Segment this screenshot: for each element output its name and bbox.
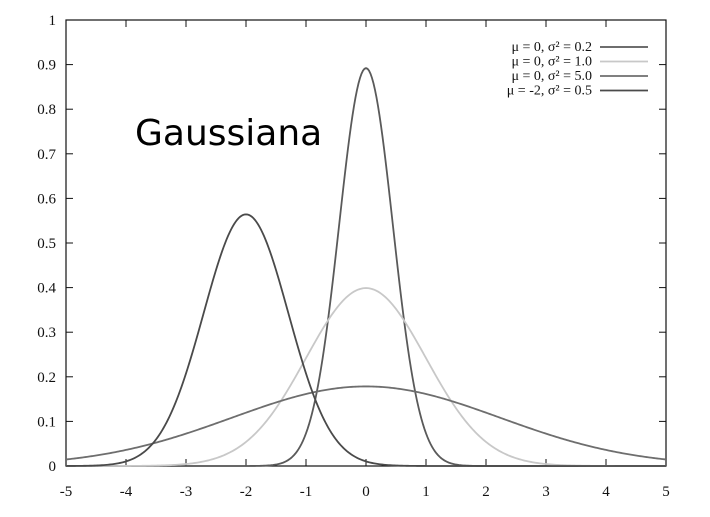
- x-tick-label: -1: [300, 484, 313, 500]
- y-tick-label: 0.7: [37, 147, 56, 163]
- legend-label: μ = 0, σ² = 5.0: [511, 69, 592, 84]
- x-tick-label: 1: [422, 484, 430, 500]
- y-tick-label: 0.9: [37, 58, 56, 74]
- legend: μ = 0, σ² = 0.2μ = 0, σ² = 1.0μ = 0, σ² …: [507, 40, 648, 99]
- x-tick-label: -2: [240, 484, 253, 500]
- series-lines: [65, 67, 667, 467]
- x-tick-label: 4: [602, 484, 610, 500]
- x-tick-label: -3: [180, 484, 193, 500]
- y-tick-label: 0: [49, 459, 57, 475]
- y-tick-label: 0.4: [37, 281, 56, 297]
- x-tick-label: 5: [662, 484, 670, 500]
- y-tick-label: 1: [49, 13, 57, 29]
- x-tick-label: -4: [120, 484, 133, 500]
- legend-label: μ = 0, σ² = 0.2: [511, 40, 592, 55]
- legend-label: μ = 0, σ² = 1.0: [511, 55, 592, 70]
- y-tick-label: 0.8: [37, 102, 56, 118]
- series-line-3: [65, 385, 667, 461]
- x-tick-label: -5: [60, 484, 73, 500]
- legend-label: μ = -2, σ² = 0.5: [507, 84, 592, 99]
- x-tick-label: 2: [482, 484, 490, 500]
- y-tick-label: 0.5: [37, 236, 56, 252]
- x-tick-label: 3: [542, 484, 550, 500]
- y-tick-label: 0.1: [37, 414, 56, 430]
- y-tick-label: 0.3: [37, 325, 56, 341]
- overlay-title: Gaussiana: [135, 113, 322, 154]
- series-line-4: [65, 213, 666, 467]
- x-tick-label: 0: [362, 484, 370, 500]
- axes: -5 -4 -3 -2 -1 0 1 2 3 4 5 0 0.1 0.2 0.3 0.4 0.5 0.6 0.7 0.…: [37, 13, 670, 500]
- y-tick-label: 0.6: [37, 191, 56, 207]
- y-tick-label: 0.2: [37, 370, 56, 386]
